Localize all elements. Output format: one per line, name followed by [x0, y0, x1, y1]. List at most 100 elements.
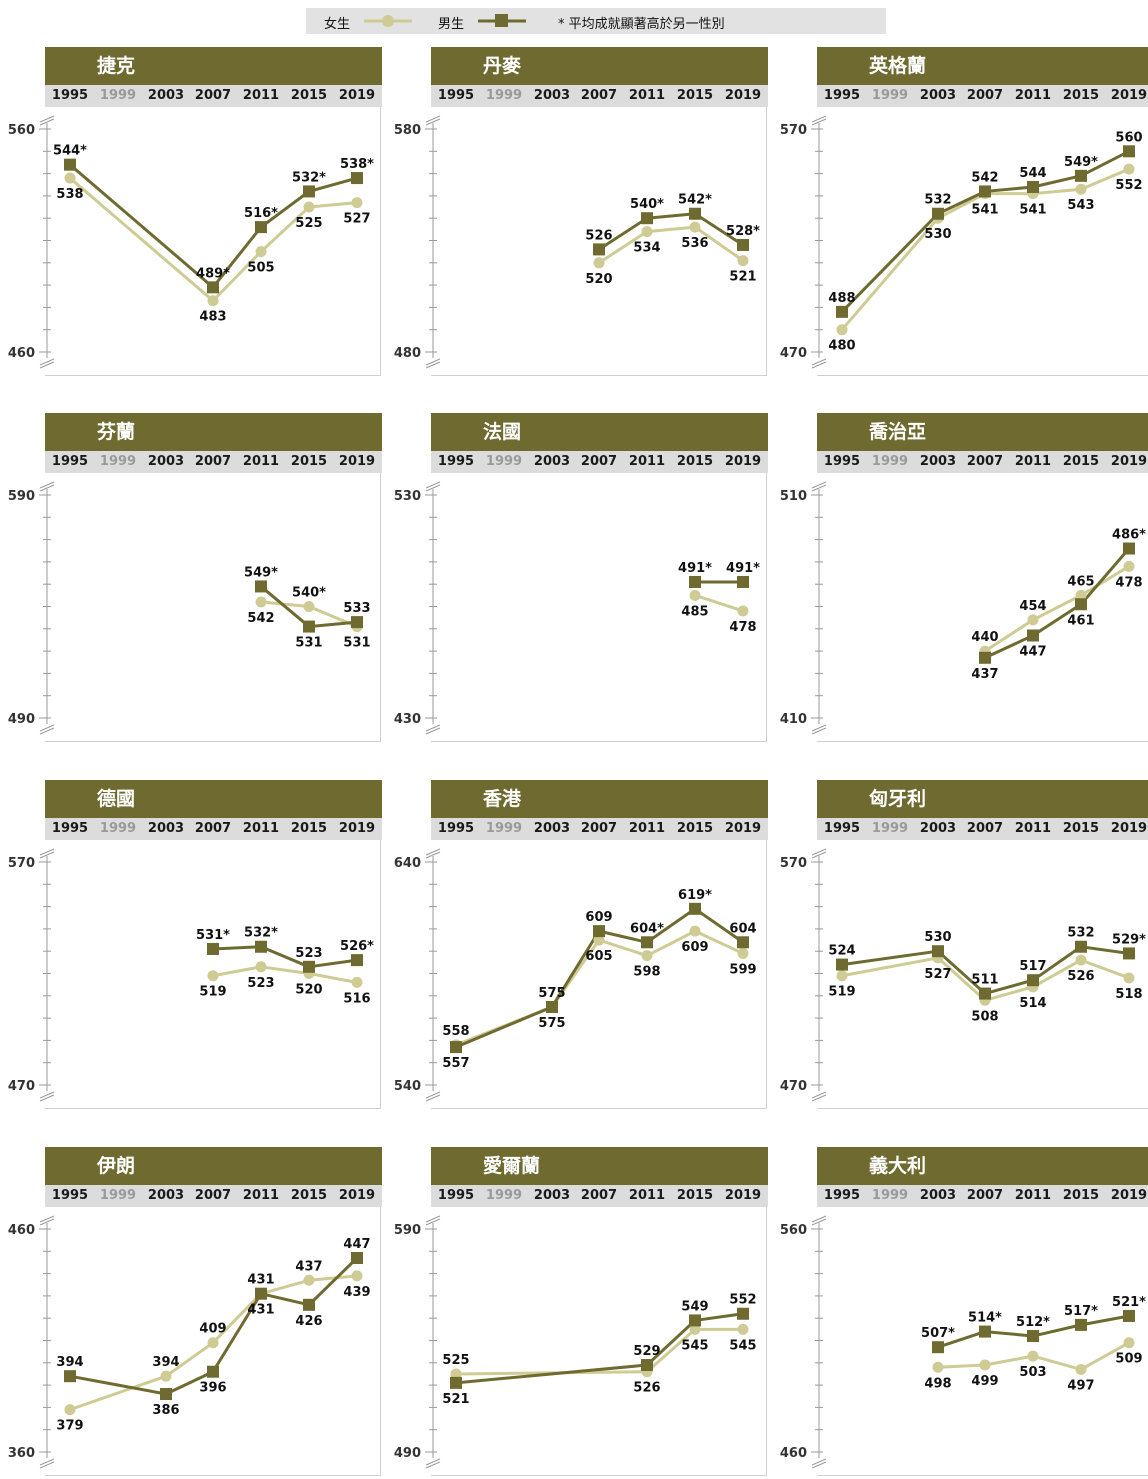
- female-data-point: [641, 950, 653, 962]
- male-data-point: [207, 1365, 219, 1378]
- female-data-point: [593, 934, 605, 946]
- x-tick-label: 1999: [871, 1188, 909, 1203]
- male-data-point: [932, 207, 944, 220]
- chart-panel: 香港 1995 1999 2003 2007 2011 2015 2019: [431, 780, 768, 1111]
- x-tick-label: 2019: [338, 454, 376, 469]
- male-series-line: [212, 945, 358, 969]
- female-data-label: 439: [343, 1285, 370, 1300]
- male-data-label: 521: [442, 1392, 469, 1407]
- x-tick-label: 2015: [676, 88, 714, 103]
- x-tick-label: 2019: [724, 1188, 762, 1203]
- female-data-point: [351, 1270, 363, 1282]
- x-tick-label: 2007: [194, 88, 232, 103]
- x-tick-label: 2003: [919, 88, 957, 103]
- plot-frame: [817, 840, 1148, 1109]
- female-data-label: 520: [585, 272, 612, 287]
- x-tick-label: 1999: [871, 454, 909, 469]
- female-data-point: [1123, 972, 1135, 984]
- plot-area: 460 360 379 394 394 386 409 396 431 431 437 426 439 4…: [8, 1215, 371, 1469]
- x-tick-label: 2019: [338, 88, 376, 103]
- male-data-label: 461: [1067, 613, 1094, 628]
- male-data-label: 437: [971, 667, 998, 682]
- female-data-label: 541: [1019, 203, 1046, 218]
- male-data-label: 528*: [726, 224, 760, 239]
- female-data-label: 519: [199, 985, 226, 1000]
- female-series-line: [694, 593, 744, 613]
- x-tick-label: 2007: [580, 1188, 618, 1203]
- male-data-label: 514*: [968, 1311, 1002, 1326]
- female-data-label: 526: [1067, 969, 1094, 984]
- female-data-point: [689, 925, 701, 937]
- axis-break-mark: [39, 115, 55, 126]
- x-tick-label: 2019: [724, 88, 762, 103]
- male-data-label: 431: [247, 1273, 274, 1288]
- female-data-label: 478: [1115, 575, 1142, 590]
- legend-female-marker: [364, 15, 412, 27]
- axis-break-mark: [39, 1091, 55, 1102]
- y-tick-label-max: 570: [780, 856, 807, 871]
- x-tick-label: 2003: [147, 454, 185, 469]
- male-data-label: 542: [971, 170, 998, 185]
- x-tick-label: 1995: [823, 821, 861, 836]
- male-data-label: 507*: [921, 1326, 955, 1341]
- male-data-label: 511: [971, 973, 998, 988]
- male-data-point: [1123, 542, 1135, 555]
- female-data-label: 558: [442, 1024, 469, 1039]
- female-data-point: [932, 1361, 944, 1373]
- male-data-label: 488: [828, 291, 855, 306]
- axis-break-mark: [425, 358, 441, 369]
- y-tick-label-max: 570: [780, 123, 807, 138]
- male-data-label: 533: [343, 601, 370, 616]
- female-data-label: 599: [729, 962, 756, 977]
- male-data-point: [351, 172, 363, 185]
- x-tick-label: 2007: [966, 454, 1004, 469]
- axis-break-mark: [39, 724, 55, 735]
- axis-break-mark: [425, 1215, 441, 1226]
- x-tick-label: 2003: [147, 88, 185, 103]
- male-data-label: 619*: [678, 888, 712, 903]
- female-data-point: [1123, 163, 1135, 175]
- y-tick-label-max: 580: [394, 123, 421, 138]
- x-tick-label: 2019: [724, 454, 762, 469]
- plot-area: 510 410 440 437 454 447 465 461 478 486*: [780, 481, 1146, 735]
- female-data-point: [64, 1404, 76, 1416]
- male-data-label: 552: [729, 1293, 756, 1308]
- year-axis-band: 1995 1999 2003 2007 2011 2015 2019: [431, 1185, 768, 1207]
- male-data-point: [689, 575, 701, 588]
- x-tick-label: 2011: [628, 1188, 666, 1203]
- chart-panel: 法國 1995 1999 2003 2007 2011 2015 2019: [431, 413, 768, 744]
- x-tick-label: 2003: [533, 1188, 571, 1203]
- x-tick-label: 1995: [51, 1188, 89, 1203]
- male-data-label: 489*: [196, 266, 230, 281]
- male-data-label: 549*: [1064, 155, 1098, 170]
- female-data-point: [64, 172, 76, 184]
- x-tick-label: 2007: [966, 88, 1004, 103]
- year-axis-band: 1995 1999 2003 2007 2011 2015 2019: [431, 451, 768, 473]
- male-data-label: 544: [1019, 166, 1046, 181]
- male-data-label: 491*: [726, 561, 760, 576]
- x-tick-label: 1999: [99, 1188, 137, 1203]
- axis-break-mark: [811, 481, 827, 492]
- y-tick-label-min: 430: [394, 712, 421, 727]
- plot-area: 530 430 485 491* 478 491*: [394, 481, 760, 735]
- panel-title: 喬治亞: [869, 421, 927, 443]
- male-data-point: [689, 902, 701, 915]
- female-data-label: 540*: [292, 586, 326, 601]
- year-axis-band: 1995 1999 2003 2007 2011 2015 2019: [817, 85, 1148, 107]
- male-data-label: 549*: [244, 565, 278, 580]
- x-tick-label: 1999: [485, 1188, 523, 1203]
- x-tick-label: 2011: [1014, 1188, 1052, 1203]
- x-tick-label: 1995: [51, 88, 89, 103]
- year-axis-band: 1995 1999 2003 2007 2011 2015 2019: [45, 85, 382, 107]
- chart-panel: 芬蘭 1995 1999 2003 2007 2011 2015 2019: [45, 413, 382, 744]
- female-data-label: 465: [1067, 574, 1094, 589]
- male-data-label: 386: [152, 1403, 179, 1418]
- year-axis-band: 1995 1999 2003 2007 2011 2015 2019: [431, 818, 768, 840]
- female-data-label: 499: [971, 1374, 998, 1389]
- male-series-line: [455, 1312, 744, 1385]
- female-data-point: [689, 589, 701, 601]
- female-data-label: 552: [1115, 178, 1142, 193]
- male-data-point: [450, 1376, 462, 1389]
- y-tick-label-min: 490: [8, 712, 35, 727]
- x-tick-label: 2007: [580, 821, 618, 836]
